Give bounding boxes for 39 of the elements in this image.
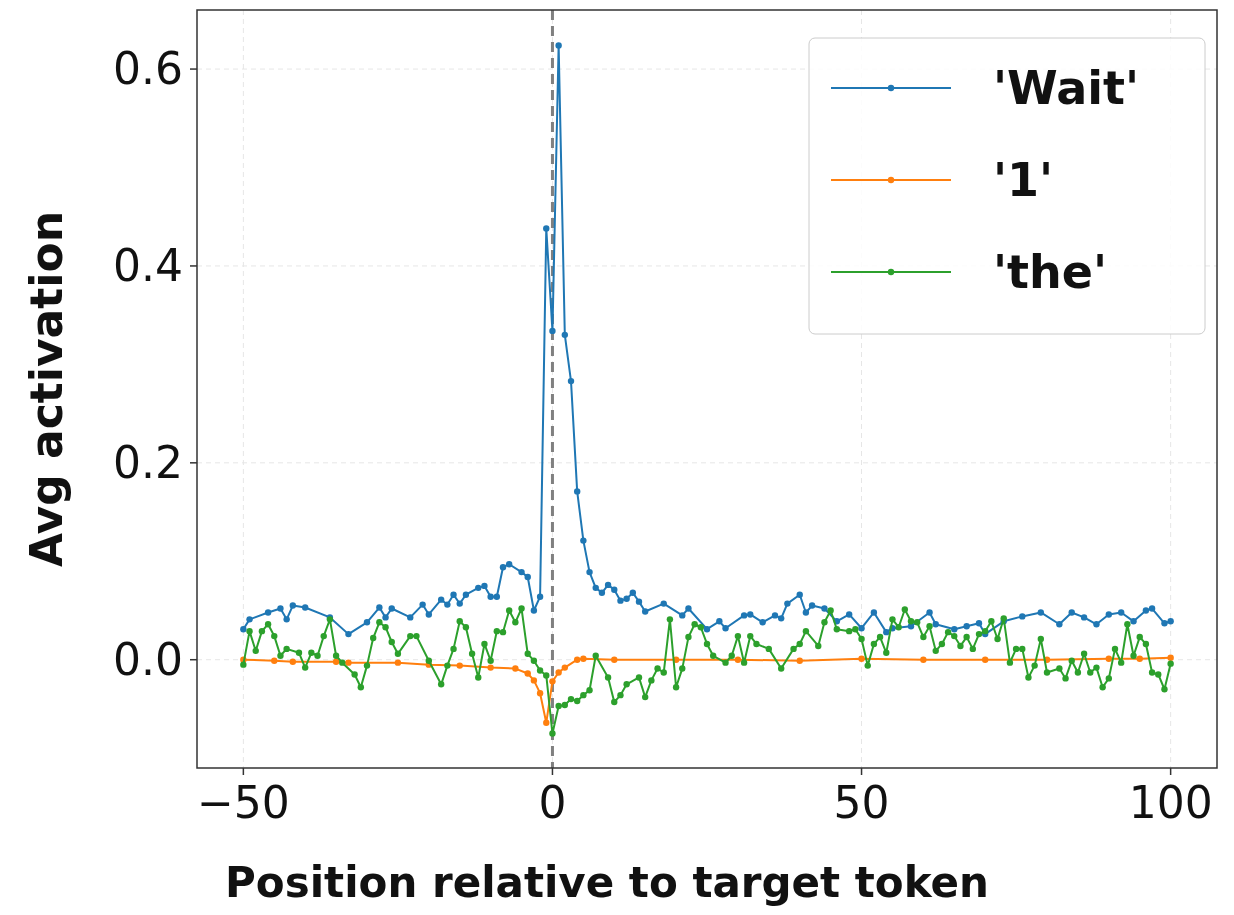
legend-label: '1': [993, 153, 1054, 208]
point: [858, 655, 865, 662]
point: [573, 656, 581, 663]
legend-label: 'Wait': [993, 61, 1140, 116]
point: [332, 658, 340, 665]
x-tick-label: 100: [1128, 777, 1213, 828]
x-tick-label: 0: [538, 777, 567, 828]
point: [456, 662, 463, 669]
point: [1105, 655, 1113, 662]
point: [530, 677, 538, 684]
point: [1136, 655, 1143, 662]
point: [920, 656, 927, 663]
point: [271, 657, 278, 664]
point: [611, 656, 618, 663]
y-tick-label: 0.0: [113, 634, 183, 686]
point: [512, 665, 519, 672]
point: [561, 664, 569, 671]
x-tick-label: −50: [196, 777, 290, 828]
point: [555, 669, 562, 676]
point: [796, 657, 803, 664]
point: [524, 670, 531, 677]
point: [981, 656, 989, 663]
point: [394, 659, 402, 666]
x-axis-title: Position relative to target token: [225, 858, 989, 907]
y-tick-label: 0.2: [113, 437, 183, 489]
point: [580, 655, 587, 662]
point: [543, 719, 550, 726]
point: [487, 664, 494, 671]
point: [345, 659, 352, 666]
point: [536, 689, 544, 697]
x-tick-label: 50: [833, 777, 890, 828]
point: [1167, 654, 1174, 661]
y-tick-label: 0.6: [113, 43, 183, 95]
point: [734, 656, 742, 663]
legend-label: 'the': [993, 245, 1108, 300]
point: [549, 678, 556, 685]
y-tick-label: 0.4: [113, 240, 183, 292]
y-axis-title: Avg activation: [21, 211, 72, 567]
point: [289, 658, 297, 665]
